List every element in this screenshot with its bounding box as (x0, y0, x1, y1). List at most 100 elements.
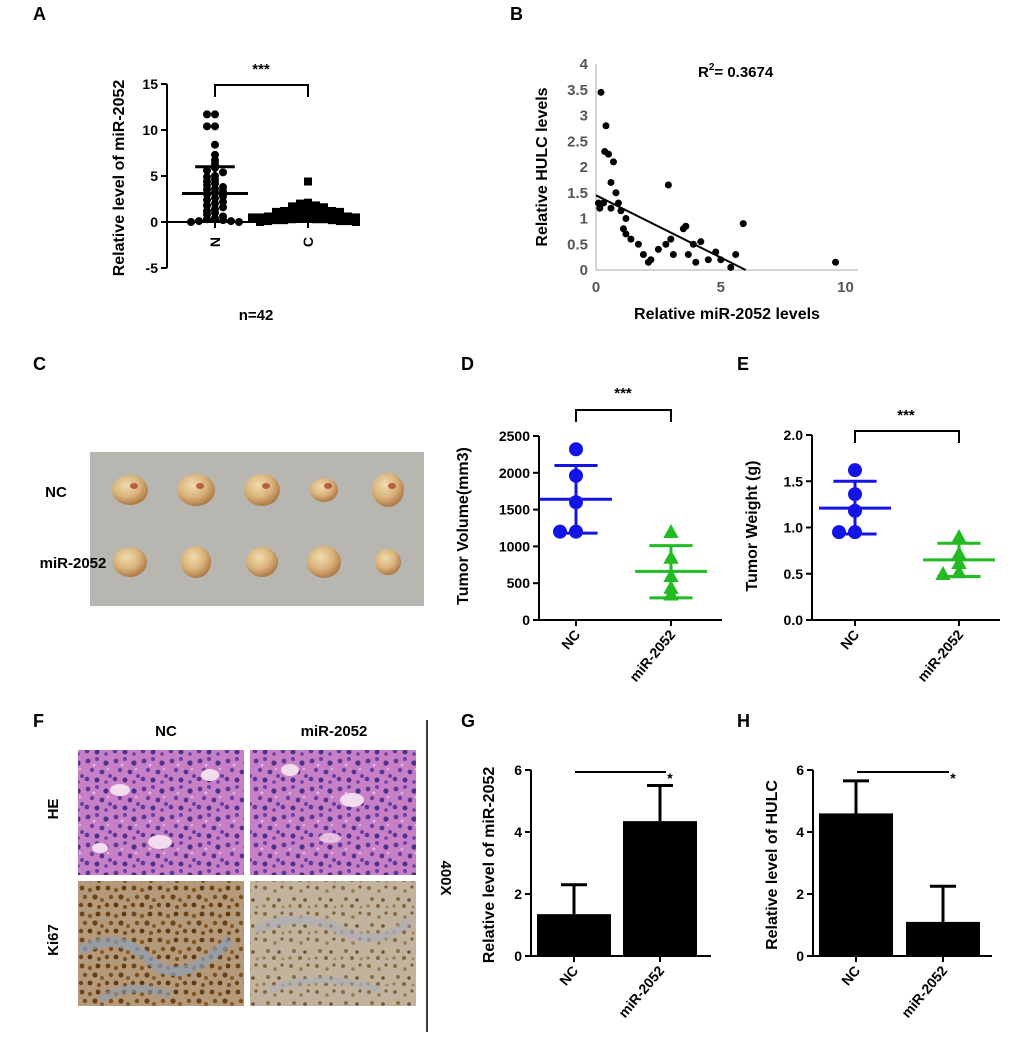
y-tick-label: 1.5 (567, 185, 588, 202)
y-tick-label: 0 (522, 612, 530, 628)
y-tick-label: 1.0 (784, 520, 804, 536)
data-point (848, 463, 862, 478)
y-tick-label: 10 (142, 122, 158, 138)
y-tick-label: -5 (146, 260, 159, 276)
data-point (697, 238, 705, 246)
bar (819, 813, 893, 956)
data-point (739, 220, 747, 228)
y-tick-label: 2500 (499, 428, 530, 444)
he-nc-image (78, 750, 244, 875)
histology-panel: NC miR-2052 HE Ki67 400X (45, 720, 454, 1032)
y-tick-label: 1 (580, 211, 588, 228)
tumor-nc (310, 478, 338, 502)
he-nc-lumen (110, 784, 130, 796)
x-tick-label: miR-2052 (615, 962, 667, 1020)
y-tick-label: 0 (580, 262, 588, 279)
data-point (692, 258, 700, 266)
panel-letter-d: D (461, 354, 474, 374)
y-tick-label: 0 (150, 214, 158, 230)
data-point (203, 195, 211, 204)
ki67-mir-stroma (253, 915, 414, 943)
data-point (336, 217, 344, 226)
chart-b-r2-annotation: R2= 0.3674 (698, 62, 774, 81)
histology-col-mir: miR-2052 (301, 723, 368, 740)
data-point (612, 189, 620, 197)
y-tick-label: 0 (514, 948, 522, 964)
tumor-mir (375, 549, 401, 575)
data-point (684, 251, 692, 259)
significance-bracket (214, 84, 309, 97)
data-point (256, 213, 264, 222)
y-tick-label: 0.5 (784, 566, 804, 582)
data-point (203, 110, 211, 119)
tumor-mir (113, 547, 147, 577)
data-point (832, 258, 840, 266)
chart-a-ylabel: Relative level of miR-2052 (111, 80, 128, 277)
data-point (280, 216, 288, 225)
data-point (569, 442, 583, 457)
data-point (320, 215, 328, 224)
chart-b-ylabel: Relative HULC levels (534, 87, 551, 246)
x-tick-label: N (207, 237, 223, 247)
tumor-nc (372, 473, 404, 507)
he-nc-lumen (201, 769, 219, 781)
y-tick-label: 15 (142, 76, 158, 92)
data-point (328, 216, 336, 225)
y-tick-label: 6 (514, 762, 522, 778)
tumor-nc (112, 475, 148, 505)
y-tick-label: 3.5 (567, 82, 588, 99)
y-tick-label: 1500 (499, 502, 530, 518)
data-point (669, 251, 677, 259)
x-tick-label: miR-2052 (898, 962, 950, 1020)
x-tick-label: NC (558, 627, 583, 653)
he-mir-lumen (340, 793, 364, 807)
he-mir-lumen (281, 764, 299, 776)
data-point (296, 214, 304, 223)
tumor-nc-blood (262, 483, 270, 489)
tumor-nc (177, 474, 215, 506)
bar (906, 921, 980, 956)
x-tick-label: 5 (717, 279, 725, 296)
y-tick-label: 2.0 (784, 427, 804, 443)
y-tick-label: 0.5 (567, 236, 588, 253)
panel-letter-f: F (33, 711, 44, 731)
data-point (634, 240, 642, 248)
bar (537, 914, 611, 956)
panel-letter-g: G (461, 711, 475, 731)
y-tick-label: 4 (580, 56, 589, 73)
data-point (203, 122, 211, 131)
chart-e: Tumor Weight (g) *** 0.0 0.5 1.0 1.5 2.0 NC mi… (744, 407, 1000, 685)
x-tick-label: miR-2052 (626, 626, 678, 684)
data-point (211, 140, 219, 149)
y-tick-label: 2000 (499, 465, 530, 481)
tumor-photo-row-mir: miR-2052 (40, 555, 107, 572)
data-point (219, 197, 227, 206)
y-tick-label: 1.5 (784, 473, 804, 489)
chart-h: Relative level of HULC * 0 2 4 6 NC miR-2052 (764, 762, 992, 1021)
y-tick-label: 0.0 (784, 612, 804, 628)
data-point (203, 166, 211, 175)
ki67-nc-stroma (97, 984, 172, 1004)
he-mir-lumen (319, 833, 341, 843)
panel-letter-b: B (510, 4, 523, 24)
tumor-nc-blood (324, 483, 332, 489)
bar (623, 821, 697, 956)
chart-d-significance: *** (614, 385, 632, 402)
data-point (272, 216, 280, 225)
histology-row-he: HE (45, 799, 62, 820)
data-point (219, 168, 227, 177)
ki67-nc-stroma (77, 936, 234, 977)
chart-d-ylabel: Tumor Volume(mm3) (455, 447, 472, 605)
data-point (596, 204, 604, 212)
chart-a-significance: *** (252, 61, 270, 78)
y-tick-label: 6 (796, 762, 804, 778)
data-point (235, 218, 243, 226)
data-point (682, 222, 690, 230)
panel-letter-e: E (737, 354, 749, 374)
histology-row-ki67: Ki67 (45, 924, 62, 956)
data-point (219, 203, 227, 212)
chart-g: Relative level of miR-2052 * 0 2 4 6 NC miR-2… (481, 762, 711, 1021)
data-point (352, 218, 360, 226)
data-point (187, 218, 195, 226)
